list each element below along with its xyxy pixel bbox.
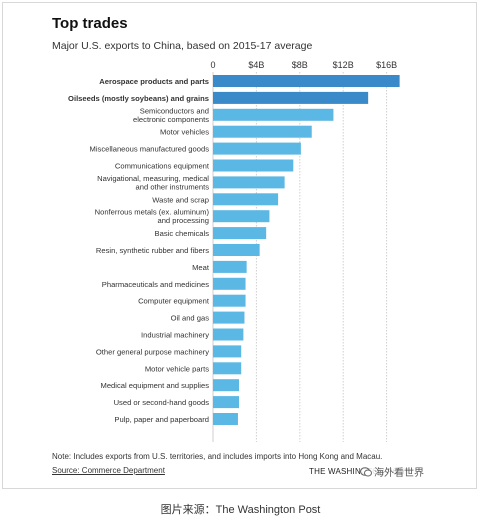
chat-bubble-icon <box>360 466 372 476</box>
x-tick-label: $4B <box>248 60 264 70</box>
category-label: Medical equipment and supplies <box>101 381 210 390</box>
x-tick-label: $16B <box>376 60 397 70</box>
category-label: Motor vehicle parts <box>145 364 209 373</box>
category-label: Motor vehicles <box>160 128 209 137</box>
category-label: Semiconductors and electronic components <box>133 106 209 124</box>
bar <box>213 413 238 425</box>
category-label: Meat <box>192 263 210 272</box>
x-tick-label: $8B <box>292 60 308 70</box>
bar <box>213 396 240 409</box>
bar <box>213 75 400 87</box>
bar <box>213 294 246 307</box>
bar <box>213 176 285 189</box>
bar-chart: 0 $4B $8B $12B $16B Aerospace products and pa… <box>68 60 400 442</box>
chart-note: Note: Includes exports from U.S. territo… <box>52 452 383 461</box>
category-label: Nonferrous metals (ex. aluminum) and proc… <box>95 208 210 226</box>
bar <box>213 142 301 155</box>
category-label: Oil and gas <box>171 314 210 323</box>
category-label: Waste and scrap <box>152 195 209 204</box>
bar <box>213 91 369 104</box>
x-tick-label: 0 <box>210 60 215 70</box>
bar <box>213 125 312 138</box>
category-label: Pharmaceuticals and medicines <box>102 280 209 289</box>
category-label: Used or second-hand goods <box>114 398 210 407</box>
watermark-text: 海外看世界 <box>374 468 424 479</box>
bar <box>213 345 242 358</box>
bar <box>213 108 334 121</box>
bar <box>213 159 294 172</box>
bar <box>213 260 247 273</box>
bar <box>213 362 242 375</box>
watermark: 海外看世界 <box>360 464 424 479</box>
category-label: Basic chemicals <box>155 229 210 238</box>
category-label: Miscellaneous manufactured goods <box>90 145 210 154</box>
bar <box>213 227 267 240</box>
category-label: Computer equipment <box>138 297 210 306</box>
bar <box>213 328 244 341</box>
publisher-credit: THE WASHINGTON POST <box>309 467 410 476</box>
category-label: Industrial machinery <box>141 331 209 340</box>
image-caption: 图片来源：The Washington Post <box>160 504 321 516</box>
bar <box>213 311 245 324</box>
x-tick-label: $12B <box>333 60 354 70</box>
bar <box>213 210 270 223</box>
category-label: Navigational, measuring, medical and othe… <box>97 174 209 192</box>
bar <box>213 193 279 206</box>
chart-title: Top trades <box>52 15 128 32</box>
category-label: Pulp, paper and paperboard <box>114 415 209 424</box>
chart-subtitle: Major U.S. exports to China, based on 20… <box>52 40 313 52</box>
bar <box>213 277 246 290</box>
bar <box>213 379 240 392</box>
category-label: Communications equipment <box>115 162 210 171</box>
category-label: Resin, synthetic rubber and fibers <box>96 246 209 255</box>
category-label: Aerospace products and parts <box>99 77 209 86</box>
category-label: Other general purpose machinery <box>96 347 209 356</box>
category-label: Oilseeds (mostly soybeans) and grains <box>68 94 209 103</box>
bar <box>213 244 260 256</box>
chart-source: Source: Commerce Department <box>52 466 165 475</box>
